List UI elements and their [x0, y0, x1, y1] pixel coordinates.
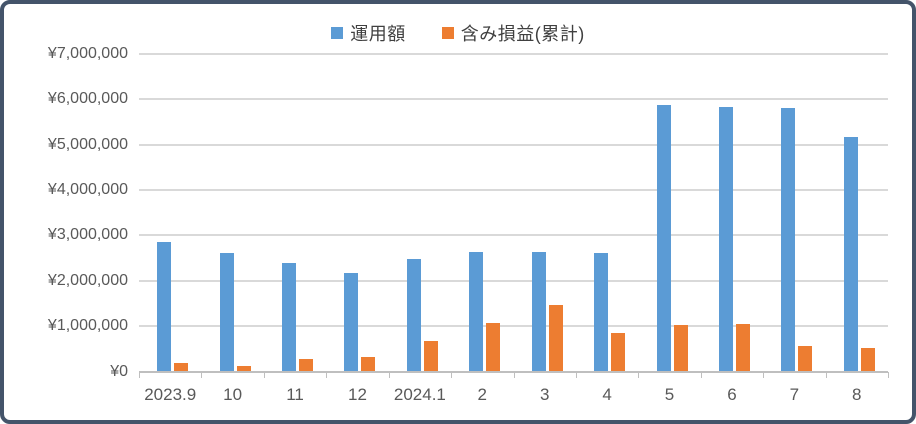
- x-axis-tick-2: [263, 371, 265, 378]
- bar-operating-amount-7: [781, 108, 796, 372]
- x-axis-label-2024-1: 2024.1: [393, 384, 446, 404]
- y-axis-label-5: ¥5,000,000: [47, 135, 128, 153]
- bar-operating-amount-2: [469, 251, 484, 372]
- bar-unrealized-pl-2023-9: [174, 363, 189, 372]
- y-axis-label-0: ¥0: [110, 362, 128, 380]
- x-axis-label-11: 11: [286, 384, 304, 404]
- x-axis-tick-4: [388, 371, 390, 378]
- x-axis-tick-12: [888, 371, 889, 378]
- bar-operating-amount-11: [282, 263, 297, 372]
- legend-label-operating-amount: 運用額: [350, 24, 406, 44]
- gridline-6: [139, 98, 888, 101]
- gridline-7: [139, 53, 888, 55]
- legend-label-unrealized-pl: 含み損益(累計): [460, 24, 585, 44]
- bar-unrealized-pl-4: [611, 333, 626, 372]
- bar-operating-amount-4: [594, 252, 609, 372]
- x-axis-tick-10: [763, 371, 765, 378]
- x-axis-tick-11: [825, 371, 827, 378]
- x-axis-tick-7: [575, 371, 577, 378]
- x-axis-label-5: 5: [664, 384, 675, 404]
- bar-unrealized-pl-2024-1: [423, 340, 438, 372]
- bar-operating-amount-10: [219, 252, 234, 372]
- legend-swatch-operating-amount: [331, 27, 344, 39]
- x-axis-tick-9: [700, 371, 702, 378]
- x-axis-label-7: 7: [789, 384, 800, 404]
- x-axis-label-3: 3: [539, 384, 550, 404]
- y-axis-label-7: ¥7,000,000: [47, 45, 128, 62]
- legend-item-operating-amount: 運用額: [331, 20, 406, 46]
- bar-unrealized-pl-3: [548, 305, 563, 372]
- bar-unrealized-pl-7: [798, 345, 813, 372]
- bar-operating-amount-12: [344, 273, 359, 372]
- plot-area: ¥0 ¥1,000,000 ¥2,000,000 ¥3,000,000 ¥4,000,0…: [4, 4, 912, 420]
- y-axis-label-4: ¥4,000,000: [47, 181, 128, 199]
- x-axis-tick-3: [326, 371, 328, 378]
- bar-operating-amount-5: [656, 105, 671, 372]
- bar-operating-amount-2023-9: [157, 241, 172, 372]
- x-axis-tick-8: [638, 371, 640, 378]
- bar-unrealized-pl-10: [236, 366, 251, 372]
- x-axis-tick-0: [139, 371, 140, 378]
- x-axis-tick-1: [201, 371, 203, 378]
- y-axis-label-1: ¥1,000,000: [47, 317, 128, 335]
- x-axis-label-6: 6: [727, 384, 737, 404]
- chart-legend: 運用額 含み損益(累計): [4, 20, 912, 46]
- bar-unrealized-pl-12: [361, 356, 376, 372]
- y-axis-label-2: ¥2,000,000: [47, 271, 128, 289]
- x-axis-label-8: 8: [852, 384, 862, 404]
- x-axis-label-4: 4: [602, 384, 612, 404]
- bar-operating-amount-2024-1: [406, 258, 421, 372]
- x-axis-tick-6: [513, 371, 515, 378]
- gridline-2: [139, 279, 888, 282]
- x-axis-label-2023-9: 2023.9: [144, 384, 197, 404]
- bar-unrealized-pl-8: [860, 347, 875, 372]
- gridline-5: [139, 143, 888, 146]
- bar-unrealized-pl-5: [673, 325, 688, 372]
- bar-operating-amount-6: [718, 106, 733, 372]
- bar-unrealized-pl-6: [735, 324, 750, 372]
- x-axis-label-12: 12: [347, 384, 367, 404]
- bar-operating-amount-8: [843, 136, 858, 372]
- x-axis-label-10: 10: [223, 384, 243, 404]
- bar-operating-amount-3: [531, 251, 546, 372]
- legend-swatch-unrealized-pl: [441, 27, 454, 39]
- bar-unrealized-pl-11: [299, 359, 314, 372]
- x-axis-label-2: 2: [477, 384, 488, 404]
- gridline-4: [139, 189, 888, 192]
- gridline-1: [139, 325, 888, 328]
- legend-item-unrealized-pl: 含み損益(累計): [441, 20, 585, 46]
- gridline-3: [139, 234, 888, 237]
- bar-unrealized-pl-2: [486, 322, 501, 372]
- y-axis-label-3: ¥3,000,000: [47, 226, 128, 244]
- x-axis-tick-5: [451, 371, 453, 378]
- y-axis-label-6: ¥6,000,000: [47, 90, 128, 108]
